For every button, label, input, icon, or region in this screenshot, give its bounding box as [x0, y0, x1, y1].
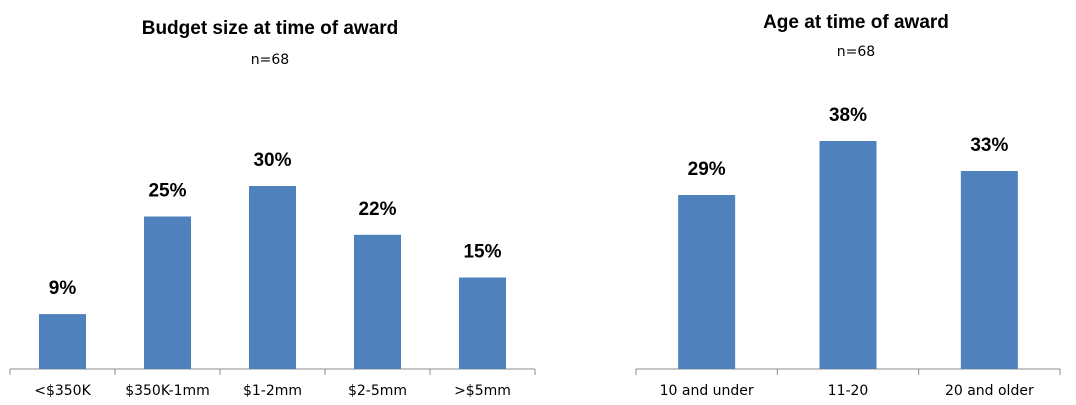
- age-at-award-chart: Age at time of award n=68 29% 10 and unde…: [635, 0, 1076, 405]
- chart-subtitle: n=68: [250, 52, 290, 68]
- bar: [144, 216, 191, 369]
- data-label: 38%: [829, 105, 867, 126]
- data-label: 9%: [49, 278, 77, 299]
- x-tick-label: 10 and under: [660, 383, 754, 399]
- chart-subtitle: n=68: [836, 44, 876, 60]
- data-label: 33%: [970, 135, 1008, 156]
- data-label: 15%: [463, 242, 501, 263]
- bar: [354, 234, 401, 369]
- x-tick-label: >$5mm: [454, 383, 511, 399]
- bar: [249, 186, 296, 369]
- chart-title: Age at time of award: [763, 12, 949, 33]
- data-label: 22%: [358, 199, 396, 220]
- chart-title: Budget size at time of award: [141, 18, 399, 39]
- x-tick-label: 20 and older: [945, 383, 1034, 399]
- budget-size-plot: 9% <$350K 25% $350K-1mm 30% $1-2mm 22% $2-5mm 15…: [9, 150, 536, 399]
- budget-size-chart: Budget size at time of award n=68 9% <$35…: [9, 18, 536, 399]
- bar: [819, 141, 877, 369]
- data-label: 25%: [148, 181, 186, 202]
- age-at-award-plot: 29% 10 and under 38% 11-20 33% 20 and older: [635, 105, 1061, 399]
- x-tick-label: $2-5mm: [348, 383, 407, 399]
- x-tick-label: <$350K: [34, 383, 91, 399]
- data-label: 30%: [253, 150, 291, 171]
- x-tick-label: $1-2mm: [243, 383, 302, 399]
- bar: [960, 171, 1018, 369]
- bar: [678, 195, 736, 369]
- data-label: 29%: [688, 159, 726, 180]
- bar: [39, 314, 86, 369]
- x-tick-label: 11-20: [828, 383, 869, 399]
- x-tick-label: $350K-1mm: [125, 383, 210, 399]
- bar: [459, 277, 506, 369]
